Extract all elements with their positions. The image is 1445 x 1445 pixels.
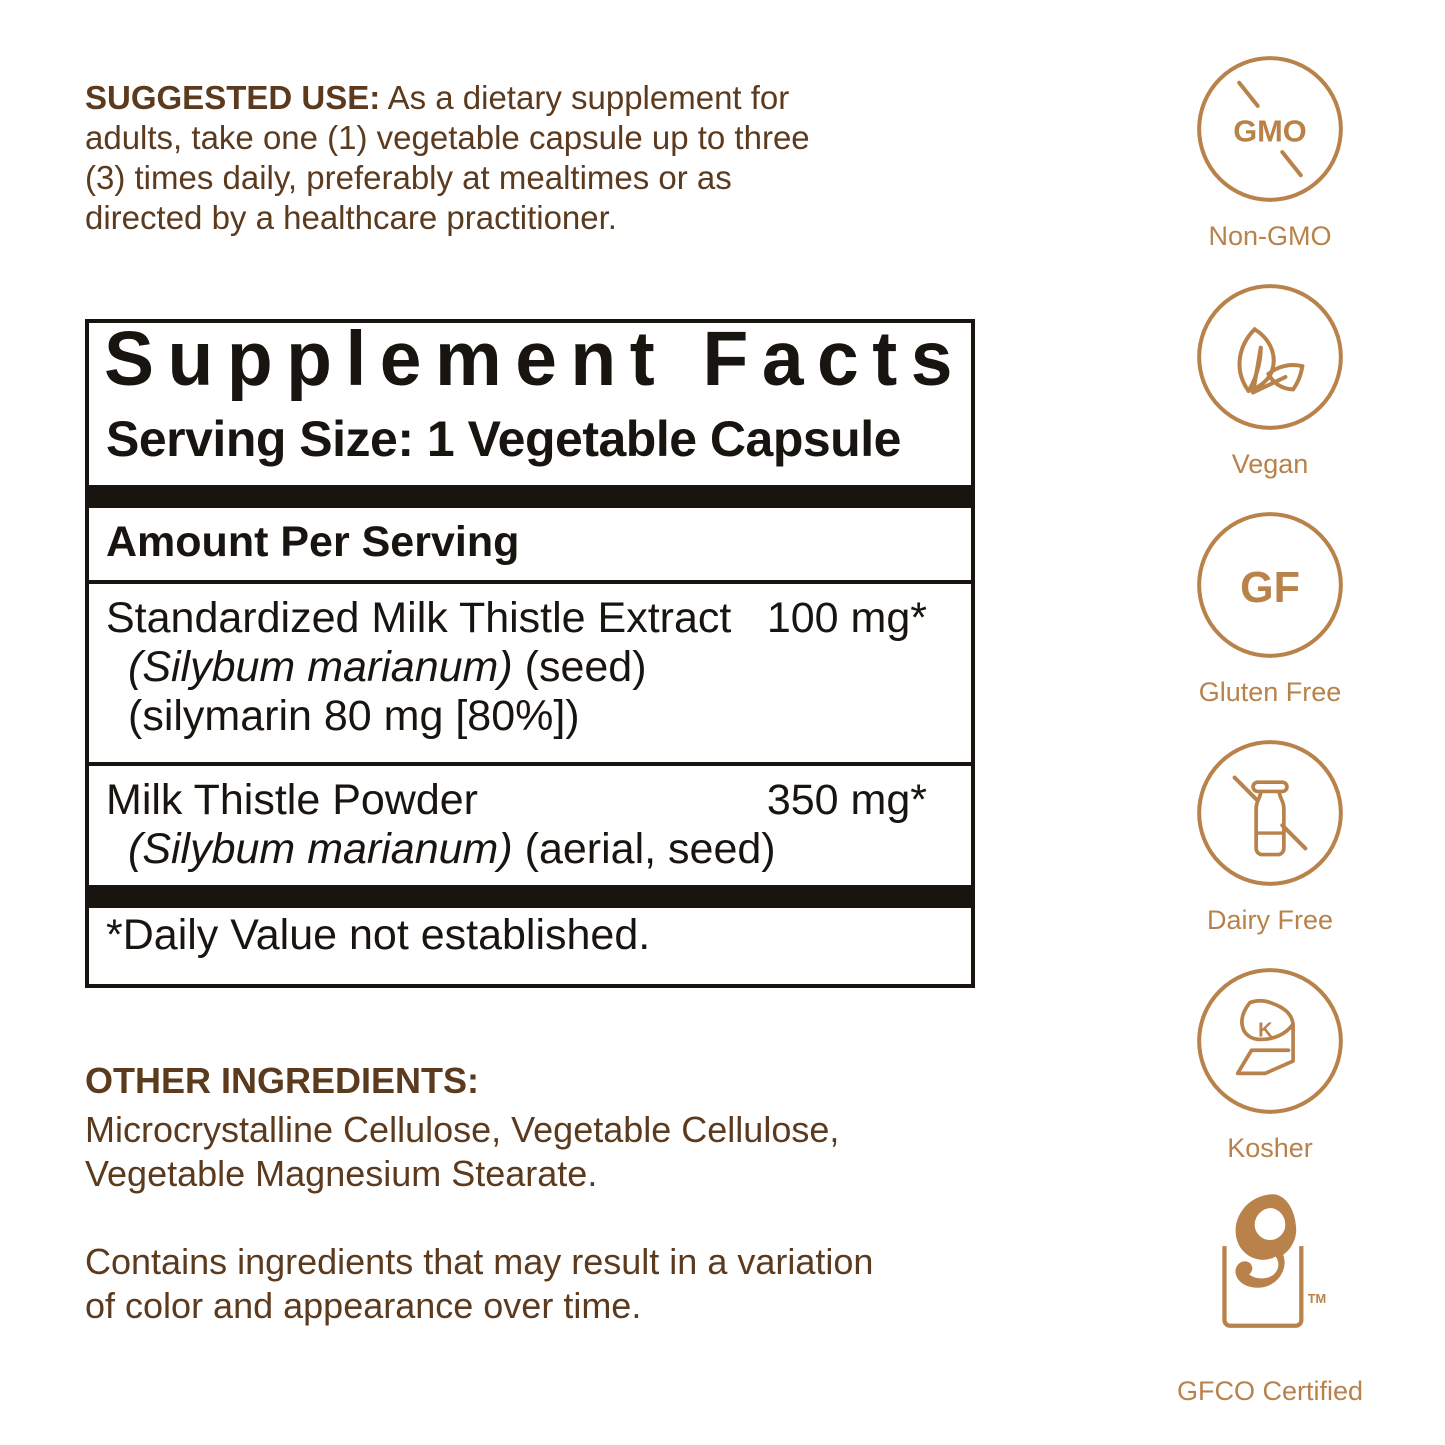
svg-text:GF: GF (1240, 564, 1300, 612)
svg-text:K: K (1258, 1019, 1273, 1041)
svg-text:TM: TM (1308, 1291, 1326, 1306)
svg-text:GMO: GMO (1233, 113, 1307, 148)
